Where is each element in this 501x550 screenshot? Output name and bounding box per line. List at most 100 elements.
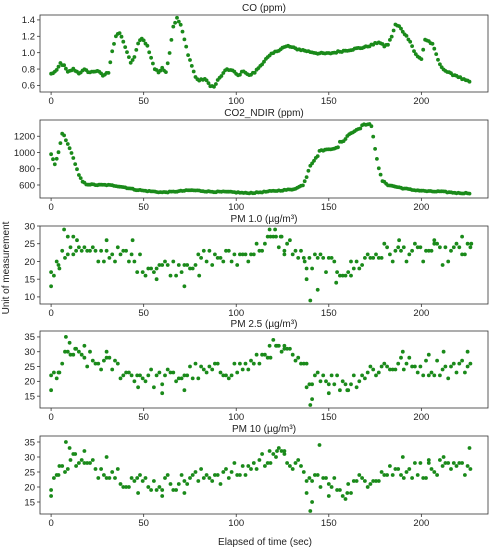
data-point bbox=[307, 256, 312, 260]
data-point bbox=[185, 482, 190, 486]
data-point bbox=[365, 370, 370, 375]
data-point bbox=[413, 364, 417, 369]
data-point bbox=[121, 485, 126, 489]
data-point bbox=[182, 284, 187, 289]
data-point bbox=[263, 241, 267, 246]
data-point bbox=[151, 61, 155, 66]
data-point bbox=[293, 248, 298, 253]
data-point bbox=[308, 403, 313, 407]
data-point bbox=[154, 266, 159, 271]
data-point bbox=[110, 49, 115, 54]
data-point bbox=[193, 263, 198, 267]
data-point bbox=[465, 464, 470, 468]
data-point bbox=[467, 446, 472, 450]
data-point bbox=[96, 476, 101, 480]
data-point bbox=[368, 364, 373, 369]
data-point bbox=[182, 37, 187, 42]
data-point bbox=[393, 367, 398, 372]
data-point bbox=[123, 45, 128, 49]
data-point bbox=[310, 266, 314, 271]
data-point bbox=[207, 364, 212, 369]
data-point bbox=[279, 349, 284, 354]
x-tick-label: 150 bbox=[321, 308, 337, 319]
data-point bbox=[147, 50, 152, 55]
data-point bbox=[243, 473, 248, 477]
data-point bbox=[443, 245, 448, 250]
data-point bbox=[307, 382, 312, 387]
data-point bbox=[338, 388, 342, 393]
data-point bbox=[441, 349, 446, 354]
data-point bbox=[204, 259, 209, 264]
figure-ylabel: Unit of measurement bbox=[1, 221, 12, 314]
data-point bbox=[401, 476, 406, 480]
data-point bbox=[190, 266, 195, 271]
data-point bbox=[204, 370, 209, 375]
y-tick-label: 30 bbox=[24, 452, 35, 463]
data-point bbox=[73, 162, 78, 167]
data-point bbox=[129, 252, 134, 257]
data-point bbox=[299, 464, 303, 468]
data-point bbox=[446, 259, 451, 264]
data-point bbox=[375, 157, 379, 161]
data-point bbox=[457, 361, 462, 366]
data-point bbox=[282, 248, 287, 253]
data-point bbox=[106, 71, 111, 75]
data-point bbox=[82, 245, 87, 250]
y-tick-label: 20 bbox=[24, 377, 35, 388]
data-point bbox=[107, 256, 112, 260]
data-point bbox=[215, 361, 220, 366]
data-point bbox=[124, 248, 128, 253]
data-point bbox=[426, 461, 431, 465]
x-tick-label: 50 bbox=[138, 308, 149, 319]
data-point bbox=[265, 234, 270, 239]
data-point bbox=[85, 461, 90, 465]
data-point bbox=[188, 58, 192, 62]
data-point bbox=[124, 370, 128, 375]
x-tick-label: 0 bbox=[48, 308, 53, 319]
data-point bbox=[118, 252, 123, 257]
data-point bbox=[275, 449, 279, 453]
data-point bbox=[56, 263, 61, 267]
data-point bbox=[136, 491, 141, 495]
data-point bbox=[78, 176, 83, 181]
data-point bbox=[60, 464, 65, 468]
data-point bbox=[371, 256, 376, 260]
data-point bbox=[221, 259, 226, 264]
data-point bbox=[64, 335, 68, 339]
data-point bbox=[357, 473, 362, 477]
data-point bbox=[288, 238, 292, 243]
data-point bbox=[149, 367, 154, 372]
data-point bbox=[254, 352, 259, 357]
data-point bbox=[160, 263, 165, 267]
x-tick-label: 200 bbox=[413, 518, 429, 529]
data-point bbox=[349, 382, 353, 387]
data-point bbox=[271, 234, 276, 239]
data-point bbox=[179, 473, 184, 477]
data-point bbox=[71, 252, 76, 257]
data-point bbox=[96, 259, 101, 264]
data-point bbox=[265, 355, 270, 360]
data-point bbox=[260, 62, 264, 67]
data-point bbox=[240, 464, 245, 468]
data-point bbox=[145, 43, 150, 48]
data-point bbox=[224, 373, 228, 378]
data-point bbox=[457, 461, 462, 465]
data-point bbox=[49, 152, 53, 157]
data-point bbox=[338, 273, 342, 278]
data-point bbox=[229, 470, 234, 474]
data-point bbox=[373, 147, 377, 151]
data-point bbox=[371, 479, 376, 483]
y-tick-label: 0.6 bbox=[22, 81, 35, 92]
data-point bbox=[85, 248, 90, 253]
data-point bbox=[215, 473, 220, 477]
data-point bbox=[79, 458, 84, 462]
data-point bbox=[349, 491, 353, 495]
data-point bbox=[52, 273, 56, 278]
data-point bbox=[396, 361, 401, 366]
data-point bbox=[176, 376, 181, 381]
data-point bbox=[68, 245, 73, 250]
data-point bbox=[358, 126, 363, 131]
data-point bbox=[421, 476, 426, 480]
data-point bbox=[326, 256, 331, 260]
data-point bbox=[113, 259, 117, 264]
